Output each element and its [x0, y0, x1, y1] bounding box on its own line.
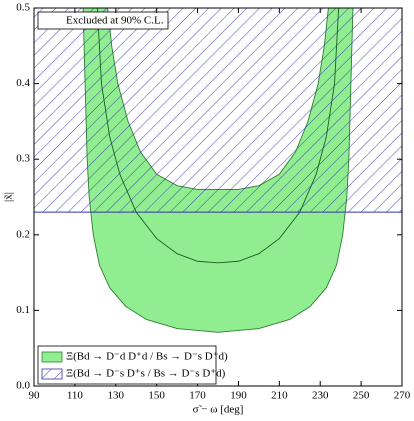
y-tick-label: 0.1	[16, 304, 30, 316]
x-tick-label: 270	[394, 390, 411, 402]
legend-label: Ξ(Bd → D⁻d D⁺d / Bs → D⁻s D⁺d)	[66, 351, 228, 363]
y-tick-label: 0.3	[16, 153, 30, 165]
annotation-box	[37, 11, 169, 30]
legend-box	[37, 345, 217, 385]
x-tick-label: 190	[230, 390, 247, 402]
x-axis-label: σ̃ − ω [deg]	[193, 404, 244, 416]
annotation: Excluded at 90% C.L.	[66, 15, 164, 27]
y-tick-label: 0.5	[16, 2, 30, 14]
x-tick-label: 250	[353, 390, 370, 402]
y-tick-label: 0.0	[16, 380, 30, 392]
x-tick-label: 210	[271, 390, 288, 402]
x-tick-label: 150	[148, 390, 165, 402]
legend-label: Ξ(Bd → D⁻s D⁺s / Bs → D⁻s D⁺d)	[66, 368, 226, 380]
plot-frame	[33, 7, 403, 387]
x-tick-label: 130	[108, 390, 125, 402]
y-tick-label: 0.2	[16, 228, 30, 240]
legend-swatch	[41, 368, 63, 380]
x-tick-label: 90	[29, 390, 41, 402]
x-tick-label: 170	[189, 390, 206, 402]
y-tick-label: 0.4	[16, 77, 30, 89]
x-tick-label: 230	[312, 390, 329, 402]
x-tick-label: 110	[67, 390, 84, 402]
region	[33, 7, 403, 213]
y-axis-label: |x̃|	[3, 192, 15, 202]
legend-swatch	[41, 351, 63, 363]
